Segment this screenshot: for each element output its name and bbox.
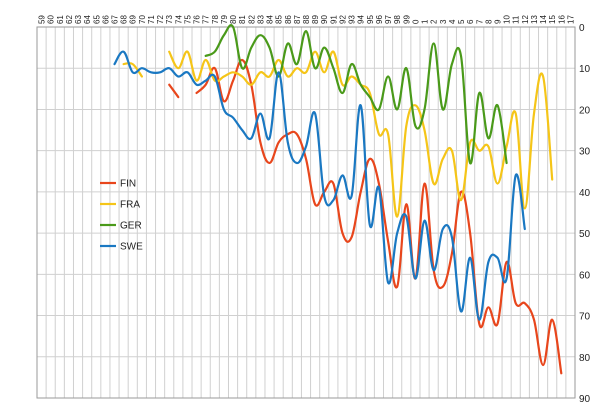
x-tick-label: 16: [557, 15, 566, 24]
x-tick-label: 14: [539, 15, 548, 24]
y-tick-label: 70: [579, 312, 591, 323]
x-tick-label: 8: [484, 19, 493, 24]
series-lines: [113, 24, 563, 375]
x-tick-label: 7: [475, 19, 484, 24]
y-tick-label: 90: [579, 394, 591, 405]
x-tick-label: 72: [156, 15, 165, 24]
x-tick-label: 74: [174, 15, 183, 24]
legend-label-fra: FRA: [120, 200, 140, 211]
x-tick-label: 10: [503, 15, 512, 24]
y-tick-label: 10: [579, 64, 591, 75]
x-tick-label: 75: [183, 15, 192, 24]
legend-label-fin: FIN: [120, 179, 136, 190]
x-tick-label: 85: [275, 15, 284, 24]
y-tick-label: 50: [579, 229, 591, 240]
x-tick-label: 71: [147, 15, 156, 24]
y-tick-label: 80: [579, 353, 591, 364]
x-tick-label: 70: [138, 15, 147, 24]
series-fra: [122, 50, 554, 218]
x-tick-label: 96: [375, 15, 384, 24]
y-tick-label: 40: [579, 188, 591, 199]
x-tick-label: 89: [311, 15, 320, 24]
x-tick-label: 15: [548, 15, 557, 24]
x-tick-label: 9: [493, 19, 502, 24]
x-tick-label: 13: [530, 15, 539, 24]
y-tick-label: 0: [579, 23, 585, 34]
series-line-fin: [195, 58, 563, 375]
series-line-fra: [122, 62, 143, 78]
x-tick-label: 91: [329, 15, 338, 24]
x-tick-label: 2: [430, 19, 439, 24]
x-axis-ticks: 59 60 61 62 63 64 65 66 67 68 69 70 71 72 73 74 75 76 77 78…: [38, 15, 576, 24]
x-tick-label: 77: [202, 15, 211, 24]
x-tick-label: 63: [74, 15, 83, 24]
grid: [36, 26, 576, 399]
legend-label-ger: GER: [120, 221, 142, 232]
series-swe: [113, 50, 526, 321]
x-tick-label: 11: [512, 15, 521, 24]
x-tick-label: 81: [238, 15, 247, 24]
x-tick-label: 0: [411, 19, 420, 24]
x-tick-label: 97: [384, 15, 393, 24]
x-tick-label: 83: [256, 15, 265, 24]
x-tick-label: 92: [338, 15, 347, 24]
x-tick-label: 17: [566, 15, 575, 24]
series-line-swe: [113, 50, 526, 321]
series-ger: [204, 24, 508, 165]
legend: FIN FRA GER SWE: [100, 179, 143, 253]
y-tick-label: 60: [579, 270, 591, 281]
x-tick-label: 60: [47, 15, 56, 24]
y-tick-label: 20: [579, 105, 591, 116]
x-tick-label: 4: [448, 19, 457, 24]
x-tick-label: 94: [357, 15, 366, 24]
plot-frame: [36, 26, 576, 399]
x-tick-label: 62: [65, 15, 74, 24]
x-tick-label: 69: [129, 15, 138, 24]
series-fin: [168, 58, 563, 375]
x-tick-label: 80: [229, 15, 238, 24]
x-tick-label: 12: [521, 15, 530, 24]
series-line-fra: [168, 50, 554, 218]
legend-label-swe: SWE: [120, 242, 143, 253]
x-tick-label: 99: [402, 15, 411, 24]
x-tick-label: 78: [211, 15, 220, 24]
series-line-ger: [204, 24, 508, 165]
x-tick-label: 1: [421, 19, 430, 24]
x-tick-label: 67: [111, 15, 120, 24]
x-tick-label: 90: [320, 15, 329, 24]
x-tick-label: 61: [56, 15, 65, 24]
x-tick-label: 64: [83, 15, 92, 24]
x-tick-label: 59: [38, 15, 47, 24]
x-tick-label: 6: [466, 19, 475, 24]
x-tick-label: 79: [220, 15, 229, 24]
x-tick-label: 93: [348, 15, 357, 24]
x-tick-label: 65: [92, 15, 101, 24]
x-tick-label: 3: [439, 19, 448, 24]
x-tick-label: 95: [366, 15, 375, 24]
x-tick-label: 68: [120, 15, 129, 24]
x-tick-label: 87: [293, 15, 302, 24]
y-tick-label: 30: [579, 147, 591, 158]
x-tick-label: 66: [101, 15, 110, 24]
x-tick-label: 82: [247, 15, 256, 24]
x-tick-label: 98: [393, 15, 402, 24]
series-line-fin: [168, 83, 180, 99]
x-tick-label: 73: [165, 15, 174, 24]
x-tick-label: 84: [266, 15, 275, 24]
x-tick-label: 86: [284, 15, 293, 24]
x-tick-label: 76: [193, 15, 202, 24]
x-tick-label: 88: [302, 15, 311, 24]
y-axis-ticks: 0 10 20 30 40 50 60 70 80 90: [579, 23, 591, 405]
x-tick-label: 5: [457, 19, 466, 24]
